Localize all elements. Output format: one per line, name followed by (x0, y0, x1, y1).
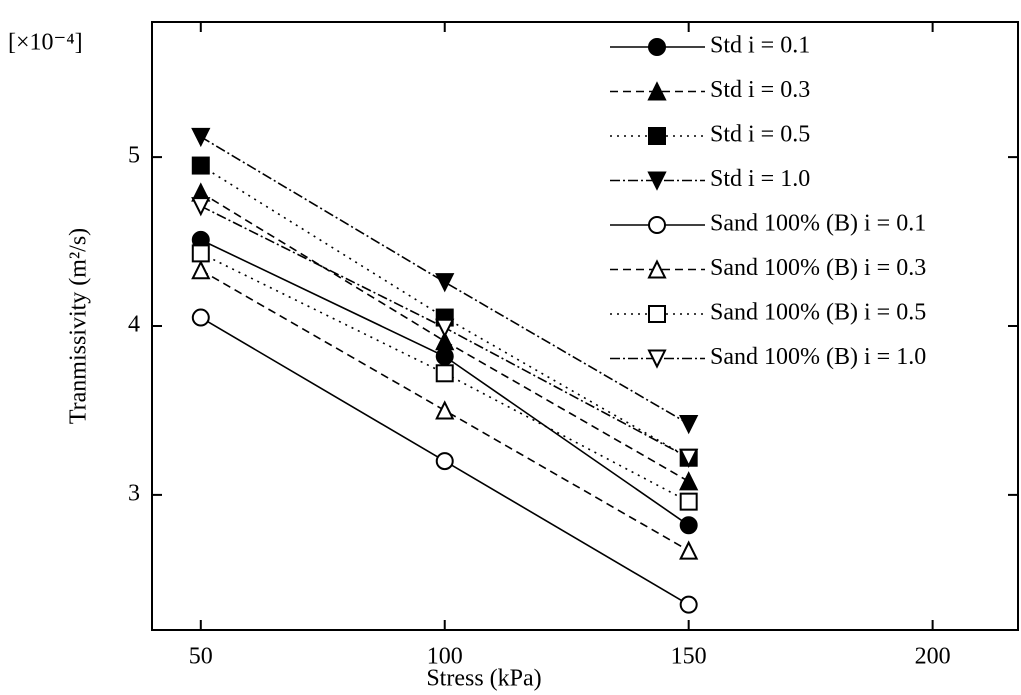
x-tick-label: 200 (915, 644, 951, 670)
legend-label: Sand 100% (B) i = 0.3 (710, 255, 926, 281)
marker (681, 517, 697, 533)
legend-label: Std i = 1.0 (710, 166, 810, 192)
marker (681, 494, 697, 510)
marker (437, 365, 453, 381)
marker (193, 245, 209, 261)
y-tick-label: 5 (128, 143, 140, 169)
marker (437, 348, 453, 364)
legend-label: Sand 100% (B) i = 0.1 (710, 211, 926, 237)
legend-label: Sand 100% (B) i = 1.0 (710, 344, 926, 370)
marker (193, 198, 209, 214)
marker (437, 453, 453, 469)
chart: Stress (kPa) Tranmissivity (m²/s) [×10⁻⁴… (0, 0, 1021, 695)
y-multiplier: [×10⁻⁴] (8, 30, 83, 56)
marker (681, 543, 697, 559)
marker (437, 274, 453, 290)
marker (193, 262, 209, 278)
legend-label: Std i = 0.5 (710, 122, 810, 148)
marker (649, 217, 665, 233)
x-tick-label: 100 (427, 644, 463, 670)
marker (193, 158, 209, 174)
marker (681, 473, 697, 489)
legend-label: Std i = 0.3 (710, 77, 810, 103)
marker (437, 402, 453, 418)
x-tick-label: 50 (189, 644, 213, 670)
plot-frame (152, 22, 1018, 630)
marker (193, 310, 209, 326)
y-axis-label: Tranmissivity (m²/s) (66, 228, 92, 424)
marker (193, 129, 209, 145)
x-tick-label: 150 (671, 644, 707, 670)
marker (649, 128, 665, 144)
marker (649, 306, 665, 322)
legend-label: Sand 100% (B) i = 0.5 (710, 300, 926, 326)
marker (681, 597, 697, 613)
marker (649, 39, 665, 55)
legend-label: Std i = 0.1 (710, 33, 810, 59)
marker (681, 416, 697, 432)
y-tick-label: 3 (128, 480, 140, 506)
y-tick-label: 4 (128, 312, 140, 338)
marker (437, 320, 453, 336)
